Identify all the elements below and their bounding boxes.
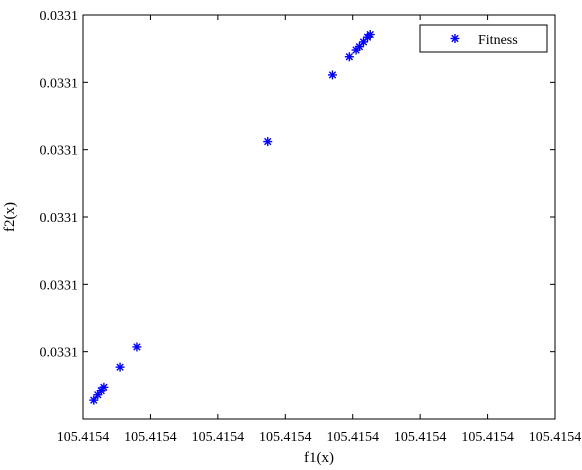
y-tick-label: 0.0331 <box>40 9 79 24</box>
x-axis-ticks: 105.4154 105.4154 105.4154 105.4154 105.4154… <box>57 15 582 445</box>
x-tick-label: 105.4154 <box>124 430 177 445</box>
data-point <box>88 394 99 406</box>
x-tick-label: 105.4154 <box>461 430 514 445</box>
x-tick-label: 105.4154 <box>326 430 379 445</box>
data-point <box>114 361 126 373</box>
x-axis-label: f1(x) <box>304 450 334 466</box>
y-tick-label: 0.0331 <box>40 144 79 159</box>
y-axis-ticks: 0.0331 0.0331 0.0331 0.0331 0.0331 0.0331 <box>40 9 555 361</box>
data-point <box>131 341 143 353</box>
legend-box <box>419 24 548 53</box>
y-tick-label: 0.0331 <box>40 278 79 293</box>
data-point <box>365 29 376 40</box>
y-axis-label: f2(x) <box>2 202 18 232</box>
x-tick-label: 105.4154 <box>394 430 447 445</box>
plot-area <box>82 14 556 420</box>
legend-marker-icon <box>449 33 461 44</box>
y-tick-label: 0.0331 <box>40 76 79 91</box>
y-tick-label: 0.0331 <box>40 211 79 226</box>
x-tick-label: 105.4154 <box>57 430 110 445</box>
legend: Fitness <box>419 24 548 53</box>
data-point <box>327 69 338 81</box>
y-tick-label: 0.0331 <box>40 346 79 361</box>
legend-label-fitness: Fitness <box>478 33 518 48</box>
x-tick-label: 105.4154 <box>259 430 312 445</box>
data-point <box>98 382 110 393</box>
x-tick-label: 105.4154 <box>529 430 582 445</box>
data-point <box>344 51 355 62</box>
x-tick-label: 105.4154 <box>192 430 245 445</box>
data-point <box>262 136 273 147</box>
